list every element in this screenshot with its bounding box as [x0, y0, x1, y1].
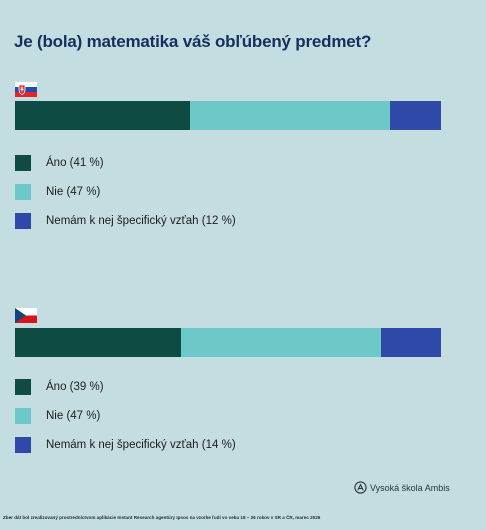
legend-swatch-ano [15, 379, 31, 395]
cz-legend: Áno (39 %) Nie (47 %) Nemám k nej špecif… [15, 379, 236, 466]
legend-item-ano: Áno (41 %) [15, 155, 236, 171]
slovakia-flag-icon [15, 82, 37, 97]
legend-label: Nemám k nej špecifický vzťah (12 %) [46, 215, 236, 227]
page-title: Je (bola) matematika váš obľúbený predme… [14, 32, 372, 51]
legend-swatch-nemam [15, 213, 31, 229]
legend-swatch-ano [15, 155, 31, 171]
legend-item-nie: Nie (47 %) [15, 408, 236, 424]
legend-label: Áno (39 %) [46, 381, 104, 393]
legend-swatch-nie [15, 184, 31, 200]
legend-swatch-nemam [15, 437, 31, 453]
legend-item-nie: Nie (47 %) [15, 184, 236, 200]
bar-segment-nie [189, 101, 390, 130]
bar-segment-nie [181, 328, 382, 357]
bar-segment-ano [15, 328, 182, 357]
cz-stacked-bar [15, 328, 441, 357]
legend-item-ano: Áno (39 %) [15, 379, 236, 395]
legend-item-nemam: Nemám k nej špecifický vzťah (14 %) [15, 437, 236, 453]
legend-swatch-nie [15, 408, 31, 424]
legend-label: Nemám k nej špecifický vzťah (14 %) [46, 439, 236, 451]
legend-label: Nie (47 %) [46, 410, 101, 422]
legend-label: Nie (47 %) [46, 186, 101, 198]
footnote: Zber dát bol zrealizovaný prostredníctvo… [3, 515, 321, 520]
czech-flag-icon [15, 308, 37, 323]
bar-segment-nemam [389, 101, 441, 130]
legend-item-nemam: Nemám k nej špecifický vzťah (12 %) [15, 213, 236, 229]
bar-segment-ano [15, 101, 190, 130]
ambis-logo: Vysoká škola Ambis [354, 481, 450, 494]
ambis-logo-icon [354, 481, 367, 494]
legend-label: Áno (41 %) [46, 157, 104, 169]
bar-segment-nemam [381, 328, 441, 357]
sk-legend: Áno (41 %) Nie (47 %) Nemám k nej špecif… [15, 155, 236, 242]
sk-stacked-bar [15, 101, 441, 130]
logo-text: Vysoká škola Ambis [370, 482, 450, 493]
